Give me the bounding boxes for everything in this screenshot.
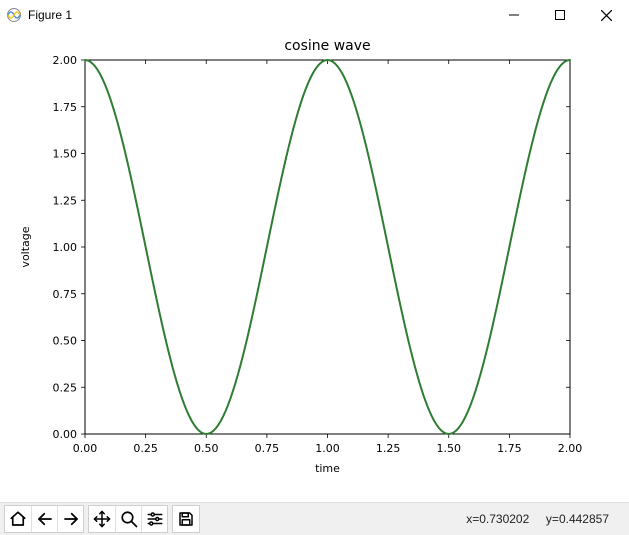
figure-area: 0.00 0.25 0.50 0.75 1.00 1.25 1.50 1.75 2.00 0.00… bbox=[0, 30, 629, 502]
zoom-button[interactable] bbox=[115, 506, 141, 532]
pan-button[interactable] bbox=[89, 506, 115, 532]
xtick-label: 0.00 bbox=[73, 442, 98, 455]
toolbar-group-view bbox=[88, 505, 168, 533]
back-button[interactable] bbox=[31, 506, 57, 532]
xtick-label: 0.50 bbox=[194, 442, 219, 455]
ytick-label: 1.25 bbox=[53, 194, 78, 207]
xtick-label: 1.50 bbox=[437, 442, 462, 455]
chart-title: cosine wave bbox=[284, 38, 370, 54]
ytick-label: 2.00 bbox=[53, 54, 78, 67]
ytick-label: 0.75 bbox=[53, 288, 78, 301]
ytick-label: 1.50 bbox=[53, 148, 78, 161]
zoom-icon bbox=[120, 510, 138, 528]
sliders-icon bbox=[146, 510, 164, 528]
x-axis-label: time bbox=[315, 462, 340, 475]
xtick-label: 1.75 bbox=[497, 442, 522, 455]
arrow-right-icon bbox=[62, 510, 80, 528]
xtick-label: 0.75 bbox=[255, 442, 280, 455]
forward-button[interactable] bbox=[57, 506, 83, 532]
xtick-label: 0.25 bbox=[133, 442, 158, 455]
home-icon bbox=[9, 510, 27, 528]
save-button[interactable] bbox=[173, 506, 199, 532]
window-title: Figure 1 bbox=[28, 8, 72, 22]
ytick-label: 0.25 bbox=[53, 381, 78, 394]
save-icon bbox=[177, 510, 195, 528]
maximize-button[interactable] bbox=[537, 0, 583, 30]
cursor-coordinates: x=0.730202 y=0.442857 bbox=[466, 512, 625, 526]
ytick-label: 1.75 bbox=[53, 101, 78, 114]
xtick-label: 1.25 bbox=[376, 442, 401, 455]
minimize-button[interactable] bbox=[491, 0, 537, 30]
titlebar: Figure 1 bbox=[0, 0, 629, 30]
ytick-label: 1.00 bbox=[53, 241, 78, 254]
app-icon bbox=[6, 7, 22, 23]
xtick-label: 2.00 bbox=[558, 442, 583, 455]
home-button[interactable] bbox=[5, 506, 31, 532]
ytick-label: 0.00 bbox=[53, 428, 78, 441]
ytick-label: 0.50 bbox=[53, 335, 78, 348]
toolbar-group-save bbox=[172, 505, 200, 533]
move-icon bbox=[93, 510, 111, 528]
toolbar-group-home bbox=[4, 505, 84, 533]
configure-button[interactable] bbox=[141, 506, 167, 532]
line-chart: 0.00 0.25 0.50 0.75 1.00 1.25 1.50 1.75 2.00 0.00… bbox=[0, 30, 629, 502]
close-button[interactable] bbox=[583, 0, 629, 30]
navigation-toolbar: x=0.730202 y=0.442857 bbox=[0, 502, 629, 535]
y-axis-label: voltage bbox=[19, 226, 32, 267]
xtick-label: 1.00 bbox=[315, 442, 340, 455]
arrow-left-icon bbox=[36, 510, 54, 528]
